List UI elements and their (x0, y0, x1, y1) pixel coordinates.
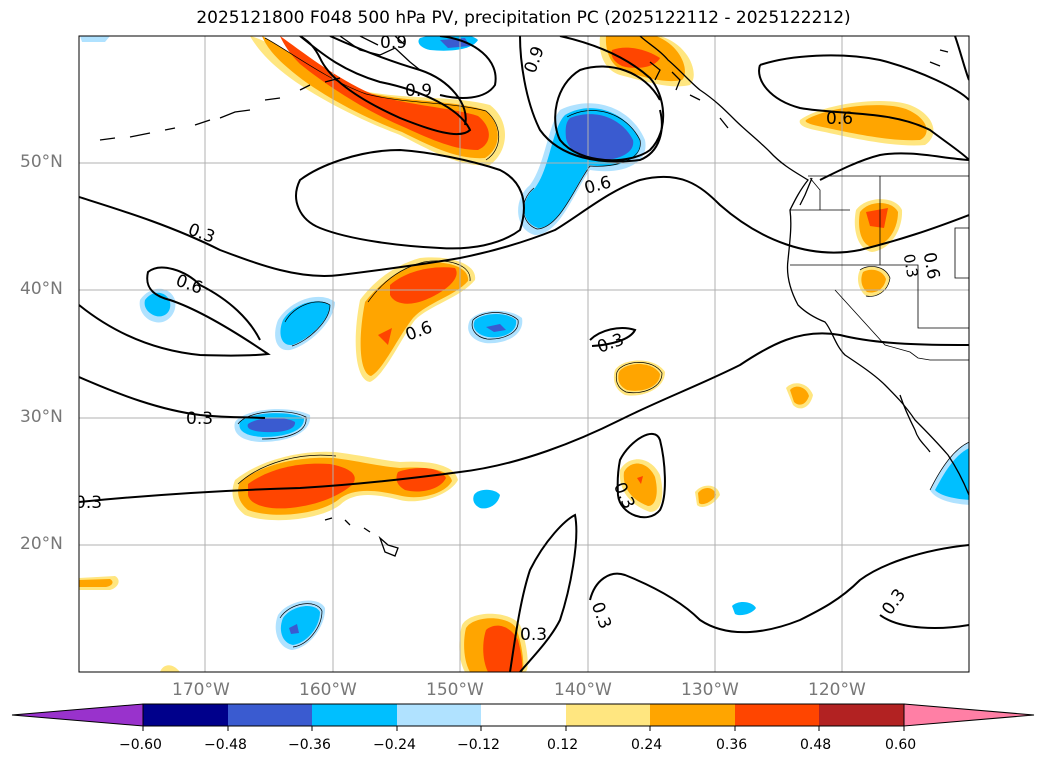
colorbar-tick-label: −0.24 (373, 737, 416, 753)
lon-label: 120°W (808, 680, 866, 700)
colorbar-bin (650, 704, 735, 726)
lat-label: 20°N (20, 534, 63, 554)
contour-label: 0.3 (185, 220, 217, 248)
lon-label: 160°W (299, 680, 357, 700)
contour-label: 0.3 (186, 409, 213, 429)
coastlines (99, 36, 969, 557)
contour-label: 0.6 (173, 271, 205, 299)
contour-label: 0.6 (826, 109, 853, 129)
pv-contours (79, 36, 969, 672)
contour-label: 0.3 (878, 585, 910, 619)
colorbar-bin (312, 704, 397, 726)
contour-label: 0.6 (919, 251, 943, 281)
map-title: 2025121800 F048 500 hPa PV, precipitatio… (196, 8, 851, 28)
lon-label: 150°W (426, 680, 484, 700)
contour-label: 0.3 (520, 625, 547, 645)
colorbar-tick-label: 0.36 (716, 737, 748, 753)
colorbar-bin (481, 704, 566, 726)
contour-label: 0.3 (587, 600, 615, 632)
colorbar-bin (566, 704, 650, 726)
colorbar-bin (397, 704, 481, 726)
colorbar-tick-label: −0.36 (288, 737, 331, 753)
contour-label: 0.9 (380, 33, 407, 53)
contour-label: 0.3 (75, 493, 102, 513)
colorbar-tick-label: −0.12 (457, 737, 500, 753)
contour-label: 0.3 (900, 252, 922, 279)
colorbar-tick-label: 0.48 (800, 737, 832, 753)
graticule (79, 36, 969, 672)
precip-negative-shading (80, 36, 969, 650)
colorbar-bin (735, 704, 819, 726)
contour-label: 0.9 (405, 81, 432, 101)
colorbar-tick-label: −0.60 (119, 737, 162, 753)
colorbar-tick-label: 0.60 (885, 737, 917, 753)
borders (790, 175, 969, 361)
colorbar-tick-label: 0.12 (547, 737, 579, 753)
colorbar (11, 703, 1035, 731)
contour-label: 0.9 (521, 44, 549, 76)
colorbar-bin (228, 704, 312, 726)
lon-label: 130°W (681, 680, 739, 700)
colorbar-bin (819, 704, 904, 726)
colorbar-bin (143, 704, 228, 726)
colorbar-tick-label: 0.24 (631, 737, 663, 753)
colorbar-extend-low (11, 703, 144, 727)
map-frame (78, 35, 970, 673)
lon-label: 140°W (554, 680, 612, 700)
lat-label: 50°N (20, 152, 63, 172)
lon-label: 170°W (172, 680, 230, 700)
lat-label: 40°N (20, 279, 63, 299)
colorbar-extend-high (903, 703, 1035, 727)
colorbar-tick-label: −0.48 (204, 737, 247, 753)
lat-label: 30°N (20, 407, 63, 427)
precip-positive-shading (79, 36, 934, 672)
